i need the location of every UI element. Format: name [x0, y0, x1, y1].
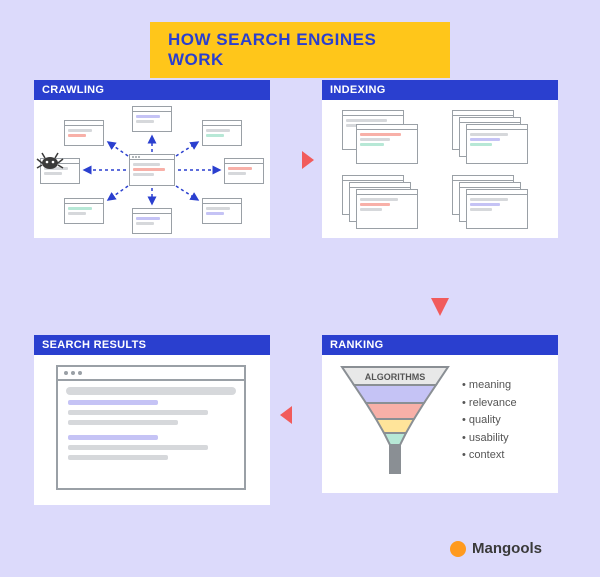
panel-indexing: INDEXING — [322, 80, 558, 238]
serp-window — [56, 365, 246, 490]
infographic-canvas: HOW SEARCH ENGINES WORK CRAWLING — [0, 0, 600, 577]
panel-results-header: SEARCH RESULTS — [34, 335, 270, 355]
brand: Mangools — [450, 540, 542, 557]
panel-indexing-header: INDEXING — [322, 80, 558, 100]
panel-crawling-body — [34, 100, 270, 236]
brand-text: Mangools — [472, 540, 542, 557]
svg-text:ALGORITHMS: ALGORITHMS — [365, 372, 426, 382]
arrow-left-icon — [278, 400, 316, 430]
criteria-item: meaning — [462, 377, 517, 395]
panel-results-body — [34, 355, 270, 503]
criteria-item: context — [462, 447, 517, 465]
criteria-item: relevance — [462, 395, 517, 413]
panel-crawling: CRAWLING — [34, 80, 270, 238]
panel-crawling-header: CRAWLING — [34, 80, 270, 100]
panel-ranking: RANKING ALGORITHMS meaning rel — [322, 335, 558, 493]
funnel-icon: ALGORITHMS — [340, 363, 450, 488]
arrow-down-icon — [425, 250, 455, 320]
title: HOW SEARCH ENGINES WORK — [150, 22, 450, 78]
ranking-criteria-list: meaning relevance quality usability cont… — [462, 377, 517, 465]
brand-logo-icon — [450, 541, 466, 557]
panel-results: SEARCH RESULTS — [34, 335, 270, 505]
panel-ranking-header: RANKING — [322, 335, 558, 355]
criteria-item: usability — [462, 430, 517, 448]
crawl-arrows — [34, 100, 270, 240]
panel-ranking-body: ALGORITHMS meaning relevance quality usa… — [322, 355, 558, 491]
criteria-item: quality — [462, 412, 517, 430]
panel-indexing-body — [322, 100, 558, 236]
arrow-right-icon — [278, 145, 316, 175]
